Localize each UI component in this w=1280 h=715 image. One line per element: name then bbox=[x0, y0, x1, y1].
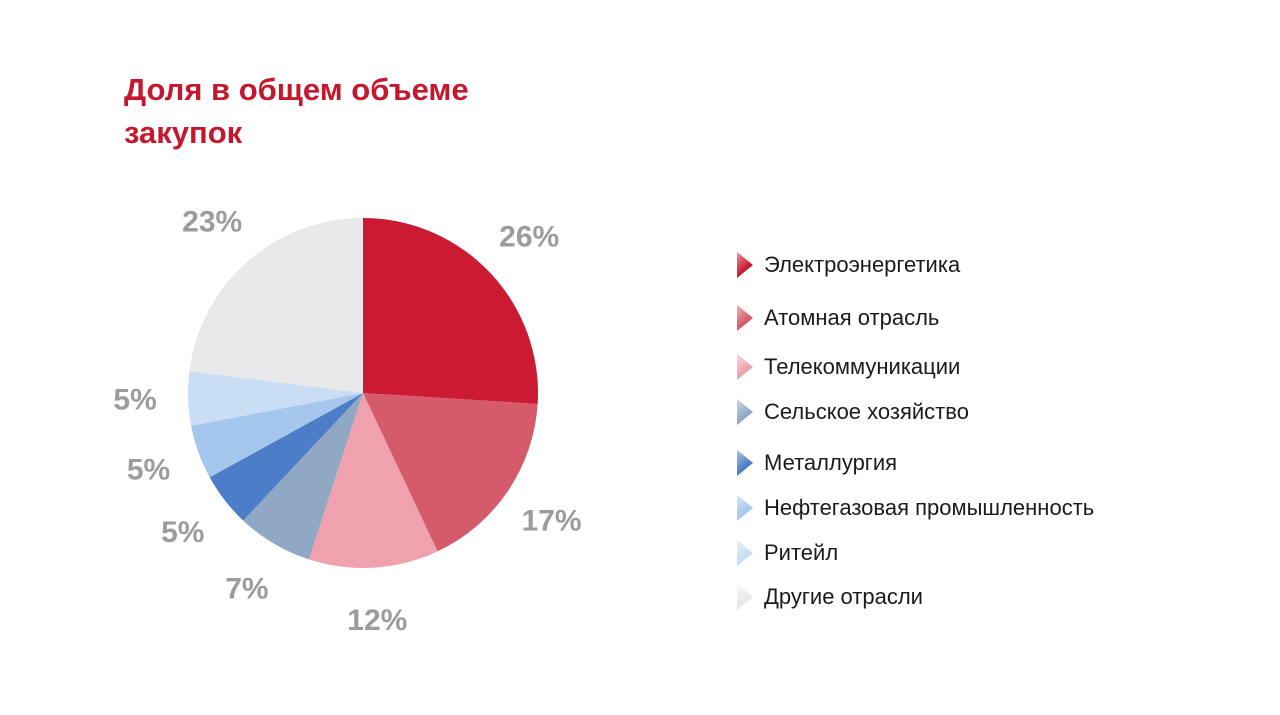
pie-slice-6 bbox=[191, 393, 363, 478]
pie-slice-1 bbox=[363, 218, 538, 404]
slice-percentage-label: 5% bbox=[113, 384, 156, 417]
legend-triangle-icon bbox=[737, 540, 753, 566]
slice-percentage-label: 7% bbox=[225, 573, 268, 606]
slice-percentage-label: 17% bbox=[522, 505, 582, 538]
legend-triangle-icon bbox=[737, 450, 753, 476]
legend-item-2: Атомная отрасль bbox=[737, 304, 1094, 332]
legend: Электроэнергетика Атомная отрасль Телекомм… bbox=[737, 251, 1094, 628]
pie-chart: 26% 17% 12% 7% 5% 5% 5% 23% bbox=[113, 206, 582, 638]
legend-item-1: Электроэнергетика bbox=[737, 251, 1094, 279]
slice-percentage-label: 12% bbox=[347, 604, 407, 637]
legend-triangle-icon bbox=[737, 354, 753, 380]
legend-triangle-icon bbox=[737, 584, 753, 610]
pie-slice-3 bbox=[308, 393, 438, 568]
legend-item-8: Другие отрасли bbox=[737, 583, 1094, 611]
legend-item-3: Телекоммуникации bbox=[737, 353, 1094, 381]
legend-label: Телекоммуникации bbox=[764, 354, 961, 379]
legend-item-5: Металлургия bbox=[737, 449, 1094, 477]
slice-percentage-label: 26% bbox=[499, 220, 559, 253]
legend-triangle-icon bbox=[737, 399, 753, 425]
slice-percentage-label: 23% bbox=[182, 206, 242, 239]
pie-slice-4 bbox=[243, 393, 363, 560]
legend-item-4: Сельское хозяйство bbox=[737, 398, 1094, 426]
pie-slice-8 bbox=[189, 218, 363, 393]
pie-slice-7 bbox=[188, 371, 363, 426]
legend-triangle-icon bbox=[737, 495, 753, 521]
legend-label: Другие отрасли bbox=[764, 584, 923, 609]
legend-label: Ритейл bbox=[764, 540, 839, 565]
pie-slice-2 bbox=[363, 393, 538, 552]
slice-percentage-label: 5% bbox=[161, 516, 204, 549]
slice-percentage-label: 5% bbox=[127, 454, 170, 487]
legend-label: Сельское хозяйство bbox=[764, 399, 969, 424]
legend-triangle-icon bbox=[737, 305, 753, 331]
legend-item-7: Ритейл bbox=[737, 539, 1094, 567]
chart-title: Доля в общем объеме закупок bbox=[124, 72, 469, 150]
legend-label: Атомная отрасль bbox=[764, 305, 940, 330]
legend-item-6: Нефтегазовая промышленность bbox=[737, 494, 1094, 522]
legend-label: Металлургия bbox=[764, 450, 898, 475]
pie-slice-5 bbox=[209, 393, 363, 521]
legend-label: Электроэнергетика bbox=[764, 252, 961, 277]
legend-label: Нефтегазовая промышленность bbox=[764, 495, 1095, 520]
legend-triangle-icon bbox=[737, 252, 753, 278]
